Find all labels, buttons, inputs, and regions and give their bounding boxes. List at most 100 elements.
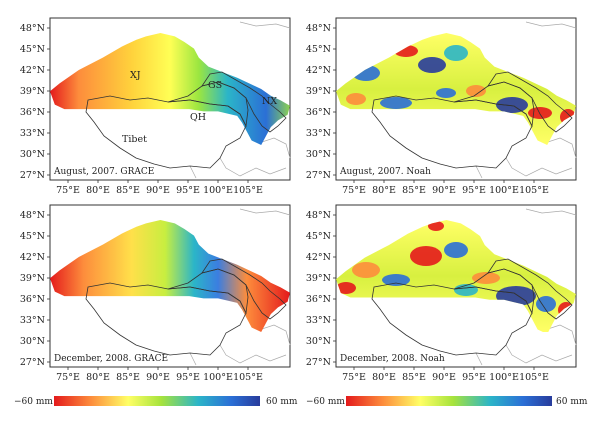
tibet-border: [85, 282, 247, 356]
x-tick-label: 75°E: [56, 185, 80, 196]
map-panel-grace-dec-2008: December, 2008. GRACE 75°E 80°E 85°E 90°E 95°…: [20, 204, 291, 383]
x-tick-label: 95°E: [462, 372, 486, 383]
colorbar-left-max-label: 60 mm: [266, 397, 298, 407]
x-tick-label: 85°E: [116, 372, 140, 383]
x-tick-label: 85°E: [402, 185, 426, 196]
x-tick-label: 100°E: [203, 372, 233, 383]
x-tick-label: 80°E: [86, 185, 110, 196]
colorbar-right-gradient: [346, 396, 552, 406]
anomaly-blob: [444, 242, 468, 258]
x-tick-label: 105°E: [233, 372, 263, 383]
anomaly-blob: [444, 45, 468, 61]
y-tick-label: 27°N: [306, 170, 331, 181]
x-tick-label: 80°E: [86, 372, 110, 383]
y-tick-label: 30°N: [306, 149, 331, 160]
y-tick-label: 39°N: [20, 86, 45, 97]
anomaly-blob: [418, 57, 446, 73]
x-tick-label: 85°E: [116, 185, 140, 196]
colorbar-left-gradient: [54, 396, 260, 406]
x-tick-label: 90°E: [432, 372, 456, 383]
y-tick-label: 48°N: [20, 23, 45, 34]
map-panel-noah-dec-2008: December, 2008. Noah 75°E 80°E 85°E 90°E 95°E…: [306, 204, 577, 383]
panel-caption: August, 2007. GRACE: [53, 167, 154, 177]
anomaly-blob: [428, 221, 444, 231]
anomaly-blob: [472, 272, 500, 284]
anomaly-blob: [410, 246, 442, 266]
neighbor-border: [189, 208, 291, 366]
y-tick-label: 39°N: [306, 86, 331, 97]
anomaly-blob: [436, 88, 456, 98]
anomaly-blob: [382, 274, 410, 286]
region-label-nx: NX: [262, 96, 277, 107]
anomaly-blob: [536, 296, 556, 312]
y-tick-label: 36°N: [20, 294, 45, 305]
anomaly-blob: [466, 85, 486, 97]
y-tick-label: 39°N: [306, 273, 331, 284]
y-tick-label: 45°N: [306, 231, 331, 242]
colorbar-left-min-label: −60 mm: [14, 397, 53, 407]
x-tick-label: 95°E: [462, 185, 486, 196]
y-tick-label: 27°N: [306, 357, 331, 368]
y-tick-label: 33°N: [20, 128, 45, 139]
colorbar-right-max-label: 60 mm: [556, 397, 588, 407]
x-tick-label: 90°E: [146, 372, 170, 383]
y-tick-label: 27°N: [20, 170, 45, 181]
region-label-qh: QH: [190, 112, 206, 123]
y-tick-label: 33°N: [306, 315, 331, 326]
colorbar-right-min-label: −60 mm: [306, 397, 345, 407]
x-tick-label: 100°E: [489, 185, 519, 196]
x-tick-label: 80°E: [372, 185, 396, 196]
panel-caption: December, 2008. Noah: [340, 354, 445, 364]
neighbor-border: [475, 21, 577, 179]
x-tick-label: 90°E: [146, 185, 170, 196]
gs-border: [487, 71, 573, 133]
y-tick-label: 27°N: [20, 357, 45, 368]
colorbar-left: −60 mm 60 mm: [14, 396, 298, 407]
x-tick-label: 105°E: [519, 185, 549, 196]
y-tick-label: 33°N: [20, 315, 45, 326]
anomaly-blob: [528, 107, 552, 119]
x-tick-label: 105°E: [519, 372, 549, 383]
y-tick-label: 45°N: [306, 44, 331, 55]
x-tick-label: 75°E: [56, 372, 80, 383]
tibet-border: [371, 95, 533, 169]
y-tick-label: 30°N: [306, 336, 331, 347]
y-tick-label: 42°N: [306, 65, 331, 76]
x-tick-label: 100°E: [203, 185, 233, 196]
y-tick-label: 42°N: [306, 252, 331, 263]
x-tick-label: 95°E: [176, 185, 200, 196]
panel-caption: December, 2008. GRACE: [54, 354, 168, 364]
y-tick-label: 36°N: [306, 107, 331, 118]
y-tick-label: 36°N: [20, 107, 45, 118]
y-tick-label: 45°N: [20, 44, 45, 55]
region-label-gs: GS: [208, 80, 222, 91]
x-tick-label: 90°E: [432, 185, 456, 196]
x-tick-label: 75°E: [342, 185, 366, 196]
x-tick-label: 100°E: [489, 372, 519, 383]
y-tick-label: 42°N: [20, 65, 45, 76]
y-tick-label: 30°N: [20, 149, 45, 160]
anomaly-blob: [336, 282, 356, 294]
neighbor-border: [475, 208, 577, 366]
gs-border: [201, 71, 287, 133]
x-tick-label: 95°E: [176, 372, 200, 383]
y-tick-label: 48°N: [306, 23, 331, 34]
gs-border: [487, 258, 573, 320]
gs-border: [201, 258, 287, 320]
tibet-border: [371, 282, 533, 356]
anomaly-blob: [380, 97, 412, 109]
x-tick-label: 80°E: [372, 372, 396, 383]
region-label-tibet: Tibet: [122, 134, 147, 145]
x-tick-label: 85°E: [402, 372, 426, 383]
map-panel-grace-aug-2007: XJ GS QH NX Tibet August, 2007. GRACE 75°E 80°E…: [20, 17, 291, 196]
anomaly-blob: [496, 97, 528, 113]
colorbar-right: −60 mm 60 mm: [306, 396, 588, 407]
x-tick-label: 75°E: [342, 372, 366, 383]
y-tick-label: 30°N: [20, 336, 45, 347]
x-tick-label: 105°E: [233, 185, 263, 196]
y-tick-label: 45°N: [20, 231, 45, 242]
anomaly-blob: [352, 262, 380, 278]
y-tick-label: 39°N: [20, 273, 45, 284]
